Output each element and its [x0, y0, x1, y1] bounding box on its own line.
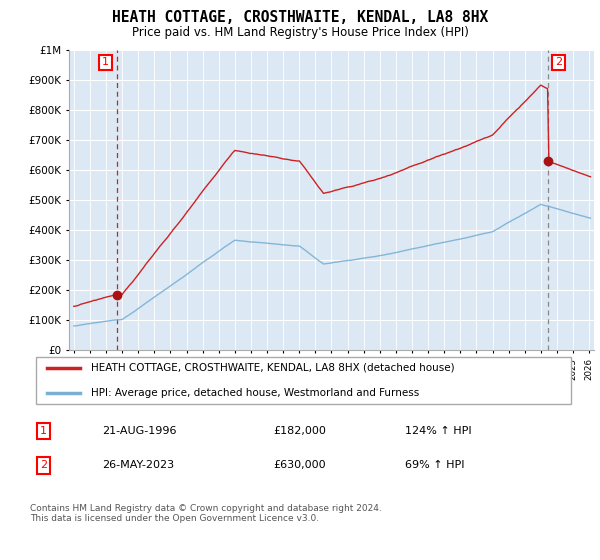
Text: 2: 2 — [555, 57, 562, 67]
Text: Price paid vs. HM Land Registry's House Price Index (HPI): Price paid vs. HM Land Registry's House … — [131, 26, 469, 39]
Text: Contains HM Land Registry data © Crown copyright and database right 2024.
This d: Contains HM Land Registry data © Crown c… — [30, 504, 382, 524]
FancyBboxPatch shape — [35, 357, 571, 404]
Text: 1: 1 — [40, 426, 47, 436]
Text: 1: 1 — [102, 57, 109, 67]
Text: £182,000: £182,000 — [273, 426, 326, 436]
Text: HEATH COTTAGE, CROSTHWAITE, KENDAL, LA8 8HX: HEATH COTTAGE, CROSTHWAITE, KENDAL, LA8 … — [112, 10, 488, 25]
Text: 26-MAY-2023: 26-MAY-2023 — [102, 460, 174, 470]
Text: 2: 2 — [40, 460, 47, 470]
Text: HPI: Average price, detached house, Westmorland and Furness: HPI: Average price, detached house, West… — [91, 388, 419, 398]
Text: 21-AUG-1996: 21-AUG-1996 — [102, 426, 176, 436]
Text: £630,000: £630,000 — [273, 460, 326, 470]
Text: HEATH COTTAGE, CROSTHWAITE, KENDAL, LA8 8HX (detached house): HEATH COTTAGE, CROSTHWAITE, KENDAL, LA8 … — [91, 363, 454, 373]
Text: 69% ↑ HPI: 69% ↑ HPI — [406, 460, 465, 470]
Text: 124% ↑ HPI: 124% ↑ HPI — [406, 426, 472, 436]
